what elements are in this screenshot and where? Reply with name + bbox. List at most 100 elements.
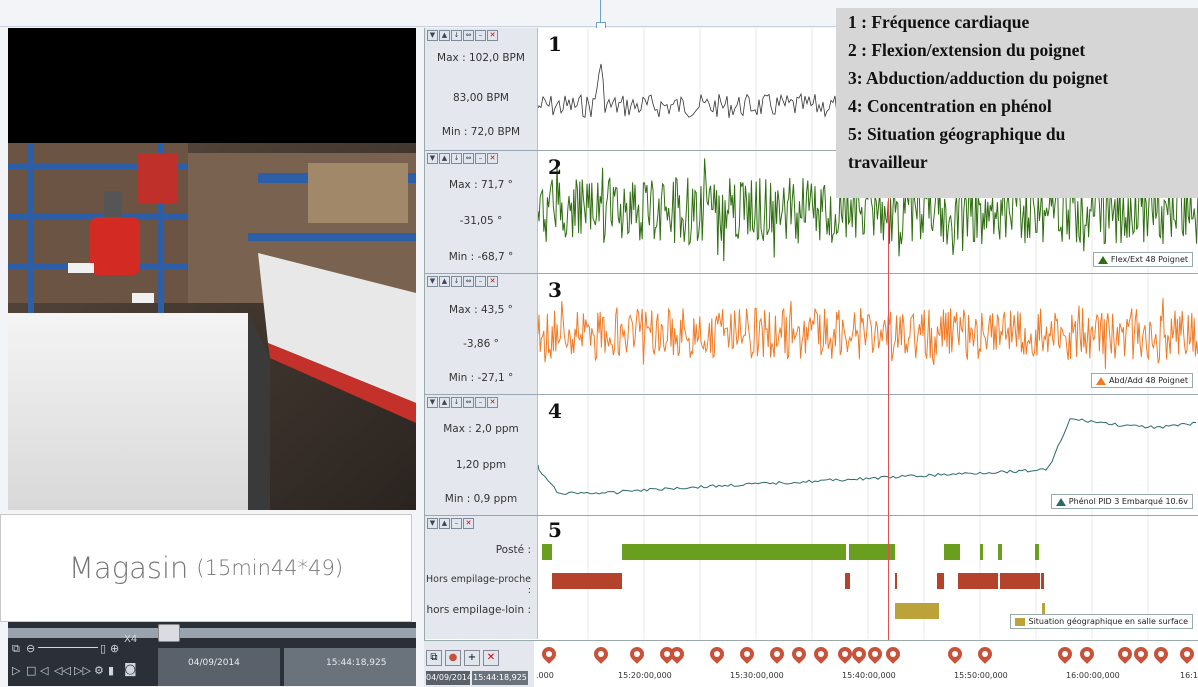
marker-pin-icon[interactable] [1055,644,1075,664]
stop-icon[interactable]: □ [26,664,37,677]
minimize-icon[interactable]: – [475,30,486,41]
move-down-icon[interactable]: ↓ [451,153,462,164]
timeline-date: 04/09/2014 [426,671,472,685]
expand-icon[interactable]: ▲ [439,153,450,164]
lane-plot[interactable]: 5 Situation géographique en salle surfac… [538,516,1198,639]
marker-pin-icon[interactable] [1177,644,1197,664]
marker-pin-icon[interactable] [627,644,647,664]
step-back-icon[interactable]: ◁◁ [54,664,71,677]
tick-label: 16:00:00,000 [1066,671,1120,680]
lane-plot[interactable]: 3 Abd/Add 48 Poignet [538,274,1198,394]
play-icon[interactable]: ▷ [12,664,21,677]
expand-icon[interactable]: ▲ [439,276,450,287]
marker-pin-icon[interactable] [945,644,965,664]
category-label: Posté : [495,544,531,556]
marker-pin-icon[interactable] [975,644,995,664]
marker-pin-icon[interactable] [1077,644,1097,664]
expand-icon[interactable]: ▲ [439,30,450,41]
marker-pin-icon[interactable] [865,644,885,664]
location-bar-poste [980,544,983,560]
lane-info: ▼ ▲ ↓ ⇔ – ✕ Max : 102,0 BPM 83,00 BPM Min : 7… [425,28,538,150]
playback-speed-icon[interactable]: ▮ [108,664,115,677]
timeline-bar: ⧉ ● + ✕ 04/09/2014 15:44:18,925 .000 15:20:… [424,640,1198,687]
video-scrubber[interactable] [8,628,416,638]
minimize-icon[interactable]: – [475,153,486,164]
series-legend: Situation géographique en salle surface [1010,614,1193,629]
collapse-icon[interactable]: ▼ [427,30,438,41]
location-bar-loin [895,603,939,619]
step-forward-icon[interactable]: ▷▷ [74,664,91,677]
tick-label: 15:30:00,000 [730,671,784,680]
lane-info: ▼ ▲ – ✕ Posté : Hors empilage-proche : hors… [425,516,538,639]
rewind-icon[interactable]: ◁ [40,664,49,677]
legend-line: 4: Concentration en phénol [848,96,1052,116]
marker-pin-icon[interactable] [849,644,869,664]
zoom-slider[interactable] [38,647,98,648]
snapshot-icon[interactable]: ⧉ [12,642,20,655]
delete-icon[interactable]: ✕ [483,650,499,666]
marker-pin-icon[interactable] [737,644,757,664]
fit-icon[interactable]: ⇔ [463,30,474,41]
marker-pin-icon[interactable] [789,644,809,664]
legend-line: 2 : Flexion/extension du poignet [848,40,1086,60]
collapse-icon[interactable]: ▼ [427,153,438,164]
marker-pin-icon[interactable] [1131,644,1151,664]
close-icon[interactable]: ✕ [487,397,498,408]
move-down-icon[interactable]: ↓ [451,397,462,408]
category-label: hors empilage-loin : [426,604,531,616]
collapse-icon[interactable]: ▼ [427,397,438,408]
move-down-icon[interactable]: ↓ [451,30,462,41]
timeline-strip[interactable]: .000 15:20:00,000 15:30:00,000 15:40:00,… [534,641,1198,687]
player-time-box [284,648,416,686]
collapse-icon[interactable]: ▼ [427,518,438,529]
marker-pin-icon[interactable] [1151,644,1171,664]
zoom-slider-knob[interactable]: ▯ [100,642,107,655]
video-frame[interactable] [8,28,416,510]
settings-icon[interactable]: ⚙ [94,664,104,677]
video-scrubber-knob[interactable] [158,624,180,642]
time-cursor[interactable] [888,28,889,640]
lane-min: Min : -68,7 ° [448,251,514,263]
expand-icon[interactable]: ▲ [439,518,450,529]
triangle-icon [1097,255,1108,264]
location-bar-proche [1000,573,1040,589]
collapse-icon[interactable]: ▼ [427,276,438,287]
marker-pin-icon[interactable] [1115,644,1135,664]
location-name: Magasin [68,551,189,585]
zoom-out-icon[interactable]: ⊖ [26,642,36,655]
marker-pin-icon[interactable] [811,644,831,664]
lane-abduction: ▼ ▲ ↓ ⇔ – ✕ Max : 43,5 ° -3,86 ° Min : -27,1 … [425,274,1198,395]
fit-icon[interactable]: ⇔ [463,276,474,287]
move-down-icon[interactable]: ↓ [451,276,462,287]
marker-pin-icon[interactable] [707,644,727,664]
expand-icon[interactable]: ▲ [439,397,450,408]
fit-icon[interactable]: ⇔ [463,397,474,408]
triangle-icon [1096,376,1107,385]
legend-line: travailleur [848,152,928,172]
marker-pin-icon[interactable] [883,644,903,664]
export-icon[interactable]: ⧉ [426,650,442,666]
marker-pin-icon[interactable] [767,644,787,664]
close-icon[interactable]: ✕ [487,153,498,164]
camera-icon[interactable]: ◙ [124,662,137,677]
close-icon[interactable]: ✕ [487,30,498,41]
marker-icon[interactable]: ● [445,650,461,666]
triangle-icon [1055,497,1066,506]
minimize-icon[interactable]: – [475,397,486,408]
minimize-icon[interactable]: – [475,276,486,287]
close-icon[interactable]: ✕ [487,276,498,287]
marker-pin-icon[interactable] [591,644,611,664]
minimize-icon[interactable]: – [451,518,462,529]
lane-toolbar: ▼ ▲ – ✕ [427,518,474,529]
add-icon[interactable]: + [464,650,480,666]
color-swatch [1015,617,1026,626]
series-legend-label: Flex/Ext 48 Poignet [1110,255,1188,264]
lane-current: 1,20 ppm [455,459,507,471]
video-player-controls: ⧉ ⊖ ▯ ⊕ X4 ▷ □ ◁ ◁◁ ▷▷ ⚙ ▮ ◙ 04/09/2014 … [8,622,416,686]
marker-pin-icon[interactable] [539,644,559,664]
zoom-in-icon[interactable]: ⊕ [110,642,120,655]
close-icon[interactable]: ✕ [463,518,474,529]
lane-plot[interactable]: 4 Phénol PID 3 Embarqué 10.6v [538,395,1198,515]
lane-info: ▼ ▲ ↓ ⇔ – ✕ Max : 2,0 ppm 1,20 ppm Min : 0,9 … [425,395,538,515]
fit-icon[interactable]: ⇔ [463,153,474,164]
